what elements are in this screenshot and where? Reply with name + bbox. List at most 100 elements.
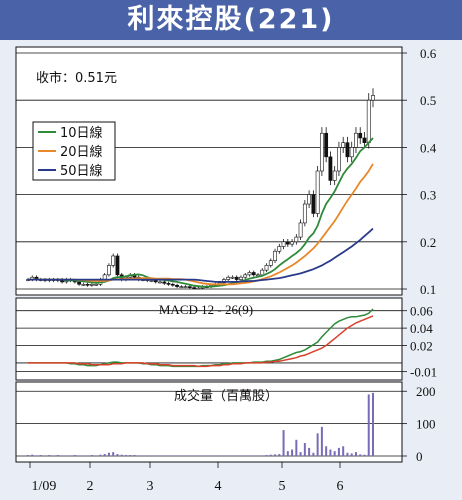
price-candle-body (247, 272, 252, 276)
price-candle-body (107, 265, 111, 276)
volume-bar (205, 455, 208, 456)
price-candle-body (230, 276, 235, 279)
price-candle-body (149, 280, 154, 282)
price-candle-body (337, 147, 341, 172)
macd-tick-label: 0.04 (410, 321, 433, 336)
volume-bar (308, 447, 311, 456)
price-candle-body (307, 194, 312, 205)
volume-bar (231, 455, 234, 456)
volume-bar (337, 447, 340, 456)
volume-bar (235, 455, 238, 456)
volume-bar (31, 454, 34, 456)
volume-bar (133, 455, 136, 456)
volume-bar (274, 454, 277, 456)
volume-bar (252, 455, 255, 456)
volume-bar (129, 455, 132, 456)
volume-bar (291, 449, 294, 456)
volume-bar (227, 455, 230, 456)
volume-bar (56, 455, 59, 456)
volume-bar (257, 455, 259, 456)
price-candle-body (260, 269, 265, 276)
volume-bar (35, 455, 38, 456)
volume-bar (222, 455, 225, 456)
volume-bar (320, 426, 323, 456)
volume-bar (48, 455, 51, 456)
price-candle-body (311, 194, 316, 214)
price-candle-body (94, 283, 99, 286)
price-candle-body (81, 283, 86, 286)
volume-bar (112, 452, 115, 456)
price-candle-body (158, 281, 162, 284)
price-candle-body (226, 276, 231, 280)
volume-bar (286, 451, 289, 456)
volume-bar (124, 455, 127, 456)
volume-bar (61, 455, 64, 456)
price-candle-body (371, 95, 375, 101)
volume-bar (303, 443, 306, 456)
price-candle-body (332, 170, 337, 181)
price-candle-body (234, 276, 239, 280)
volume-bar (282, 430, 285, 456)
volume-bar (159, 455, 162, 456)
volume-bar (90, 455, 93, 456)
legend-label-50d: 50日線 (60, 163, 103, 179)
volume-bar (210, 455, 213, 456)
volume-bar (346, 452, 349, 456)
volume-bar (265, 455, 268, 456)
price-tick-label: 0.1 (420, 282, 436, 297)
volume-bar (39, 455, 42, 456)
price-candle-body (324, 132, 329, 158)
volume-bar (248, 455, 251, 456)
volume-bar (312, 452, 315, 456)
volume-bar (239, 455, 242, 456)
x-tick-label: 1/09 (32, 479, 57, 494)
volume-bar (372, 392, 374, 456)
price-candle-body (89, 283, 94, 286)
volume-bar (184, 455, 187, 456)
price-candle-body (315, 170, 320, 214)
volume-bar (69, 455, 72, 456)
volume-bar (269, 454, 272, 456)
macd-tick-label: 0.06 (410, 304, 433, 319)
price-candle-body (294, 236, 299, 243)
moving-average-line (28, 137, 374, 288)
volume-bar (44, 455, 47, 456)
price-candle-body (175, 284, 179, 287)
volume-bar (146, 455, 149, 456)
price-candle-body (349, 147, 354, 158)
volume-bar (82, 455, 85, 456)
volume-bar (295, 439, 298, 456)
price-candle-body (319, 132, 324, 172)
price-candle-body (298, 222, 303, 238)
volume-bar (107, 452, 110, 456)
price-candle-body (273, 250, 277, 261)
price-candle-body (196, 287, 201, 290)
volume-bar (367, 394, 370, 456)
volume-bar (116, 454, 119, 456)
price-candle-body (366, 99, 371, 143)
price-candle-body (166, 283, 171, 285)
price-candle-body (358, 132, 363, 139)
volume-bar (342, 446, 345, 456)
volume-tick-label: 0 (416, 449, 423, 464)
macd-tick-label: -0.01 (410, 365, 437, 380)
price-candle-body (115, 255, 120, 276)
macd-label: MACD 12 - 26(9) (159, 302, 253, 317)
price-candle-body (170, 283, 175, 286)
price-candle-body (277, 246, 282, 252)
x-tick-label: 2 (87, 479, 94, 494)
volume-bar (167, 455, 170, 456)
price-candle-body (192, 287, 197, 289)
price-candle-body (362, 137, 367, 143)
volume-tick-label: 200 (416, 384, 436, 399)
price-candle-body (264, 265, 269, 271)
price-tick-label: 0.3 (420, 188, 436, 203)
volume-bar (278, 454, 281, 456)
volume-bar (52, 455, 55, 456)
moving-average-line (28, 227, 374, 283)
volume-bar (103, 454, 106, 456)
volume-bar (150, 455, 153, 456)
x-tick-label: 4 (215, 479, 222, 494)
volume-bar (354, 452, 357, 456)
